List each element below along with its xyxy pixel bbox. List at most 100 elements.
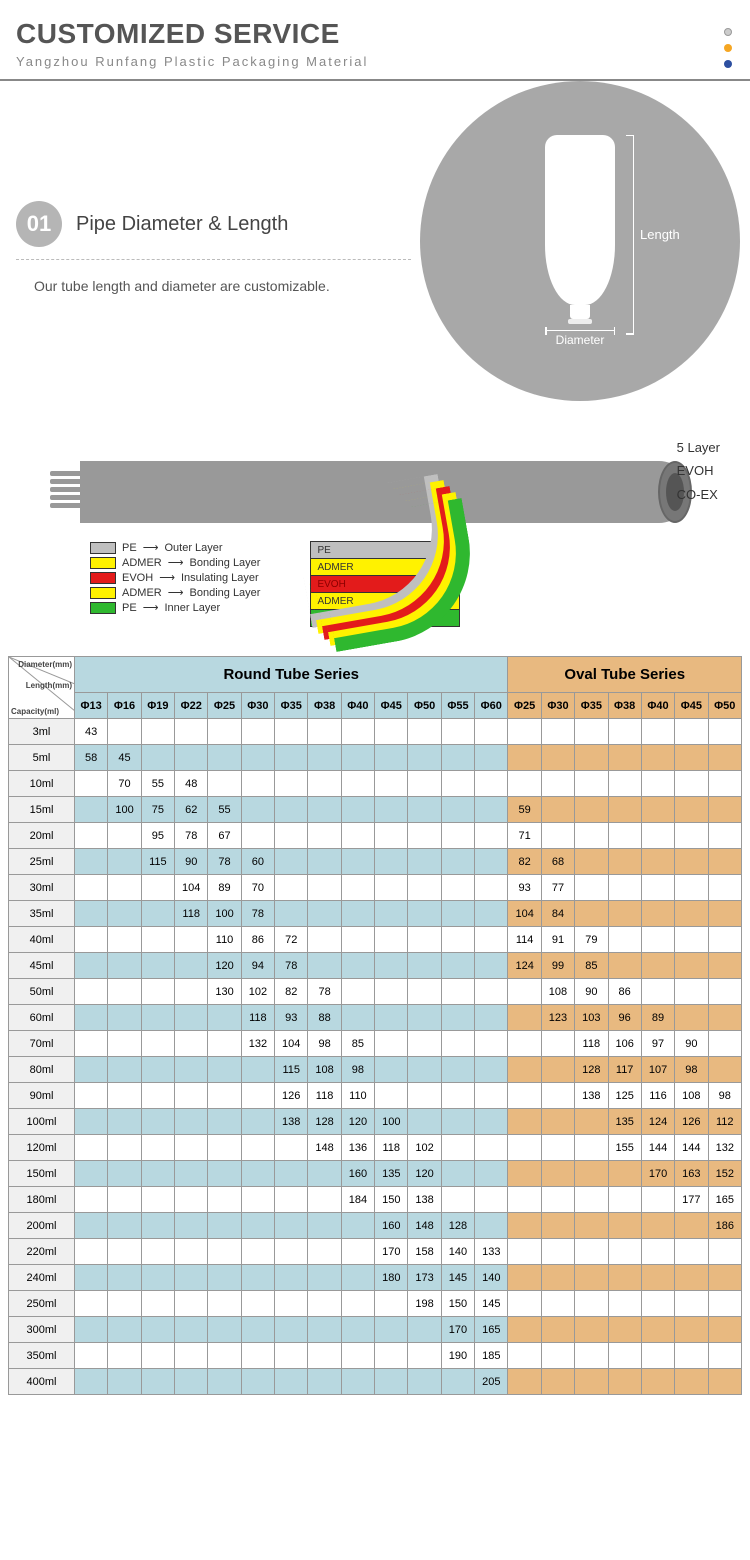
cell bbox=[575, 1265, 608, 1291]
cell bbox=[375, 1343, 408, 1369]
cell bbox=[241, 797, 274, 823]
cell bbox=[141, 1239, 174, 1265]
cell bbox=[608, 901, 641, 927]
column-header: Φ38 bbox=[608, 693, 641, 719]
cell: 118 bbox=[375, 1135, 408, 1161]
legend-role: Inner Layer bbox=[164, 602, 220, 614]
cell bbox=[275, 1291, 308, 1317]
cell bbox=[141, 719, 174, 745]
layer-curves bbox=[300, 486, 530, 666]
cell bbox=[308, 745, 341, 771]
cell bbox=[308, 875, 341, 901]
cell bbox=[608, 849, 641, 875]
cell: 170 bbox=[375, 1239, 408, 1265]
cell bbox=[475, 719, 508, 745]
cell bbox=[541, 1239, 574, 1265]
table-row: 80ml1151089812811710798 bbox=[9, 1057, 742, 1083]
table-row: 90ml12611811013812511610898 bbox=[9, 1083, 742, 1109]
page-header: CUSTOMIZED SERVICE Yangzhou Runfang Plas… bbox=[0, 0, 750, 81]
cell bbox=[341, 875, 374, 901]
cell bbox=[75, 1291, 108, 1317]
color-swatch bbox=[90, 587, 116, 599]
cell bbox=[608, 1291, 641, 1317]
dot-icon bbox=[724, 60, 732, 68]
cell bbox=[375, 745, 408, 771]
cell bbox=[608, 797, 641, 823]
cell bbox=[641, 953, 674, 979]
cell bbox=[108, 719, 141, 745]
cell bbox=[375, 927, 408, 953]
cell bbox=[75, 1161, 108, 1187]
cell bbox=[241, 1083, 274, 1109]
capacity-label: 30ml bbox=[9, 875, 75, 901]
cell bbox=[308, 1317, 341, 1343]
cell bbox=[375, 901, 408, 927]
cell: 145 bbox=[475, 1291, 508, 1317]
cell: 148 bbox=[308, 1135, 341, 1161]
cell bbox=[108, 953, 141, 979]
cell bbox=[175, 1005, 208, 1031]
cell bbox=[508, 1187, 541, 1213]
cell bbox=[641, 901, 674, 927]
cell bbox=[341, 719, 374, 745]
cell: 104 bbox=[275, 1031, 308, 1057]
cell bbox=[708, 927, 741, 953]
cell bbox=[641, 719, 674, 745]
cell bbox=[241, 1213, 274, 1239]
cell bbox=[475, 745, 508, 771]
cell bbox=[75, 875, 108, 901]
cell bbox=[408, 1005, 441, 1031]
cell bbox=[75, 1317, 108, 1343]
cell: 126 bbox=[675, 1109, 708, 1135]
cell bbox=[475, 1031, 508, 1057]
cell bbox=[608, 1369, 641, 1395]
cell bbox=[308, 1291, 341, 1317]
column-header: Φ35 bbox=[575, 693, 608, 719]
cell: 132 bbox=[708, 1135, 741, 1161]
legend-row: ADMER⟶Bonding Layer bbox=[90, 556, 260, 569]
cell bbox=[408, 849, 441, 875]
cell: 86 bbox=[241, 927, 274, 953]
cell bbox=[175, 1317, 208, 1343]
cell bbox=[508, 1265, 541, 1291]
cell: 77 bbox=[541, 875, 574, 901]
arrow-icon: ⟶ bbox=[143, 541, 159, 554]
cell: 82 bbox=[275, 979, 308, 1005]
cell bbox=[475, 1187, 508, 1213]
cell bbox=[175, 1213, 208, 1239]
cell: 173 bbox=[408, 1265, 441, 1291]
cell bbox=[341, 1213, 374, 1239]
cell: 177 bbox=[675, 1187, 708, 1213]
cell bbox=[141, 1369, 174, 1395]
cell bbox=[575, 1213, 608, 1239]
cell bbox=[241, 1239, 274, 1265]
cell: 108 bbox=[541, 979, 574, 1005]
pipe-side-labels: 5 LayerEVOHCO-EX bbox=[677, 436, 720, 506]
cell: 150 bbox=[441, 1291, 474, 1317]
cell bbox=[608, 745, 641, 771]
cell bbox=[108, 1369, 141, 1395]
cell bbox=[75, 901, 108, 927]
cell bbox=[641, 849, 674, 875]
cell bbox=[108, 1291, 141, 1317]
table-row: 3ml43 bbox=[9, 719, 742, 745]
cell bbox=[575, 1135, 608, 1161]
cell bbox=[308, 953, 341, 979]
cell bbox=[108, 1005, 141, 1031]
cell bbox=[341, 979, 374, 1005]
cell: 120 bbox=[208, 953, 241, 979]
cell bbox=[675, 1239, 708, 1265]
cell bbox=[441, 1135, 474, 1161]
cell bbox=[508, 1031, 541, 1057]
cell bbox=[241, 823, 274, 849]
column-header: Φ40 bbox=[341, 693, 374, 719]
column-header: Φ38 bbox=[308, 693, 341, 719]
length-label: Length bbox=[624, 135, 670, 335]
cell bbox=[75, 771, 108, 797]
cell bbox=[441, 1031, 474, 1057]
capacity-label: 220ml bbox=[9, 1239, 75, 1265]
column-header: Φ50 bbox=[408, 693, 441, 719]
cell bbox=[675, 1265, 708, 1291]
cell: 135 bbox=[375, 1161, 408, 1187]
cell bbox=[541, 771, 574, 797]
